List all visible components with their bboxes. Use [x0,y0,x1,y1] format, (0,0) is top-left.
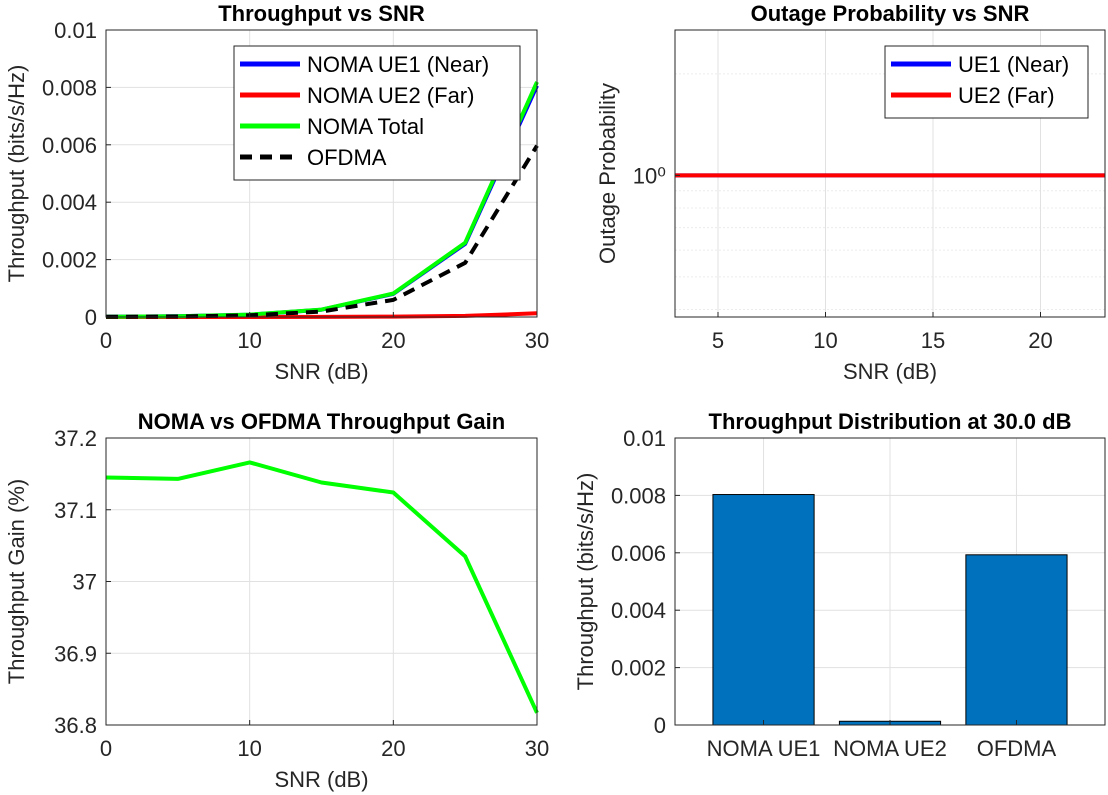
y-tick-label-0: 36.8 [54,713,97,738]
x-tick-label-2: 20 [381,328,405,353]
x-tick-label-1: 10 [813,328,837,353]
x-axis-label: SNR (dB) [274,767,368,792]
y-tick-label-1: 36.9 [54,641,97,666]
x-tick-label-3: 30 [525,328,549,353]
y-tick-label-2: 0.004 [42,190,97,215]
x-tick-label-0: 5 [712,328,724,353]
chart-title: Throughput vs SNR [218,1,425,26]
y-tick-label-2: 0.004 [611,598,666,623]
series-line-0 [105,460,539,714]
y-tick-label-4: 0.008 [42,75,97,100]
y-tick-label-3: 0.006 [611,541,666,566]
x-axis-label: SNR (dB) [843,359,937,384]
x-tick-label-0: NOMA UE1 [707,736,821,761]
bar-2 [965,554,1068,726]
legend-label-3: OFDMA [307,145,387,170]
chart-2: 5 10 15 20 10⁰ Outage Probability vs SNR SNR (… [595,1,1106,384]
y-tick-label-2: 37 [73,570,97,595]
chart-1-legend: NOMA UE1 (Near) NOMA UE2 (Far) NOMA Total O… [233,45,521,181]
chart-4: NOMA UE1 NOMA UE2 OFDMA 0 0.002 0.004 0.006 0.0… [573,409,1106,761]
chart-3: 0 10 20 30 36.8 36.9 37 37.1 37.2 NOMA vs OFDMA T… [4,409,549,792]
y-tick-label-0: 0 [654,713,666,738]
x-tick-label-2: OFDMA [977,736,1057,761]
x-tick-label-1: 10 [237,736,261,761]
y-axis-label: Outage Probability [595,83,620,264]
x-tick-label-0: 0 [100,736,112,761]
legend-label-1: NOMA UE2 (Far) [307,83,474,108]
legend-label-0: UE1 (Near) [958,52,1069,77]
y-tick-label-1: 0.002 [42,248,97,273]
legend-label-0: NOMA UE1 (Near) [307,52,489,77]
y-axis-label: Throughput (bits/s/Hz) [573,473,598,691]
x-tick-label-1: 10 [237,328,261,353]
bar-0 [712,494,815,726]
y-tick-label-1: 0.002 [611,656,666,681]
y-tick-label-3: 37.1 [54,498,97,523]
y-tick-label-3: 0.006 [42,133,97,158]
y-axis-label: Throughput Gain (%) [4,479,29,684]
y-tick-label-5: 0.01 [623,426,666,451]
y-tick-label-4: 37.2 [54,426,97,451]
legend-label-1: UE2 (Far) [958,83,1055,108]
legend-label-2: NOMA Total [307,114,424,139]
chart-1: 0 10 20 30 0 0.002 0.004 0.006 0.008 0.01 Throughp… [4,1,549,384]
x-tick-label-3: 30 [525,736,549,761]
x-tick-label-0: 0 [100,328,112,353]
x-tick-label-3: 20 [1028,328,1052,353]
x-tick-label-1: NOMA UE2 [833,736,947,761]
x-axis-label: SNR (dB) [274,359,368,384]
x-tick-label-2: 20 [381,736,405,761]
chart-title: Outage Probability vs SNR [751,1,1030,26]
y-tick-label-0: 0 [85,305,97,330]
axes-box-1 [105,29,538,318]
legend-box [884,45,1089,119]
y-tick-label-0: 10⁰ [633,163,666,188]
y-axis-label: Throughput (bits/s/Hz) [4,65,29,283]
chart-2-legend: UE1 (Near) UE2 (Far) [884,45,1089,119]
y-tick-label-4: 0.008 [611,483,666,508]
chart-title: Throughput Distribution at 30.0 dB [709,409,1072,434]
chart-title: NOMA vs OFDMA Throughput Gain [138,409,505,434]
x-tick-label-2: 15 [921,328,945,353]
axes-box-2 [674,29,1106,318]
y-tick-label-5: 0.01 [54,18,97,43]
